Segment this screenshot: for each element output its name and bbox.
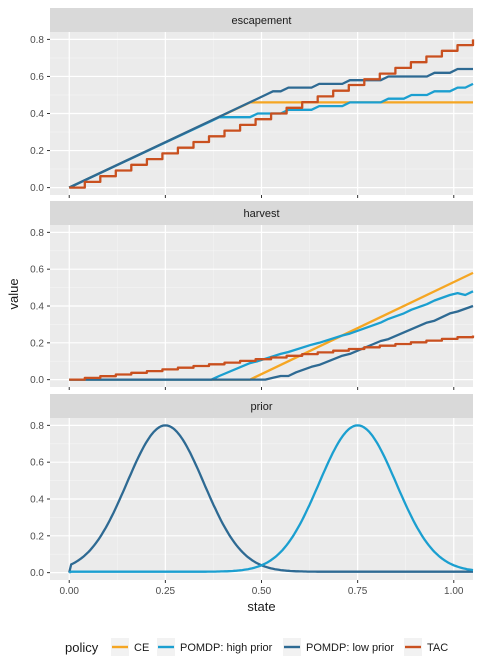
facet-strip-title: prior — [250, 401, 272, 413]
facet-panel-prior: prior 0.0 0.2 0.4 0.6 0.8 — [30, 394, 474, 583]
facet-strip — [50, 201, 473, 225]
y-tick-label: 0.4 — [30, 109, 44, 120]
y-tick-label: 0.0 — [30, 183, 44, 194]
series-line-pomdp-low-prior — [68, 67, 473, 189]
y-axis-title: value — [6, 278, 21, 309]
facet-strip — [50, 394, 473, 418]
legend: policy CE POMDP: high prior POMDP: low prio… — [65, 638, 448, 656]
x-tick-label: 1.00 — [444, 586, 464, 597]
x-tick-label: 0.00 — [59, 586, 79, 597]
series-line-tac — [69, 39, 475, 189]
legend-label: POMDP: high prior — [180, 642, 273, 654]
series-line-pomdp-high-prior — [68, 82, 474, 189]
series-line-pomdp-low-prior — [68, 424, 473, 573]
y-tick-label: 0.6 — [30, 265, 44, 276]
y-tick-label: 0.6 — [30, 458, 44, 469]
y-tick-label: 0.0 — [30, 568, 44, 579]
y-tick-label: 0.8 — [30, 228, 44, 239]
y-tick-label: 0.8 — [30, 421, 44, 432]
x-axis-title: state — [247, 599, 275, 614]
series-line-pomdp-high-prior — [68, 424, 474, 574]
y-tick-label: 0.8 — [30, 35, 44, 46]
series-line-tac — [69, 335, 475, 381]
y-tick-label: 0.4 — [30, 302, 44, 313]
legend-label: TAC — [427, 642, 448, 654]
facet-panel-harvest: harvest 0.0 0.2 0.4 0.6 0.8 — [30, 201, 475, 390]
legend-label: POMDP: low prior — [306, 642, 394, 654]
y-tick-label: 0.2 — [30, 338, 44, 349]
series-line-pomdp-high-prior — [69, 290, 474, 381]
y-tick-label: 0.2 — [30, 146, 44, 157]
legend-label: CE — [134, 642, 149, 654]
x-tick-label: 0.25 — [156, 586, 176, 597]
facet-strip-title: harvest — [243, 208, 279, 220]
y-tick-label: 0.2 — [30, 531, 44, 542]
facet-panel-escapement: escapement 0.0 0.2 0.4 0.6 0.8 — [30, 8, 475, 198]
legend-title: policy — [65, 640, 99, 655]
facet-strip — [50, 8, 473, 32]
y-tick-label: 0.4 — [30, 495, 44, 506]
x-tick-label: 0.75 — [348, 586, 368, 597]
y-tick-label: 0.0 — [30, 375, 44, 386]
x-tick-label: 0.50 — [252, 586, 272, 597]
facet-strip-title: escapement — [232, 15, 292, 27]
y-tick-label: 0.6 — [30, 72, 44, 83]
series-line-pomdp-low-prior — [69, 304, 474, 381]
